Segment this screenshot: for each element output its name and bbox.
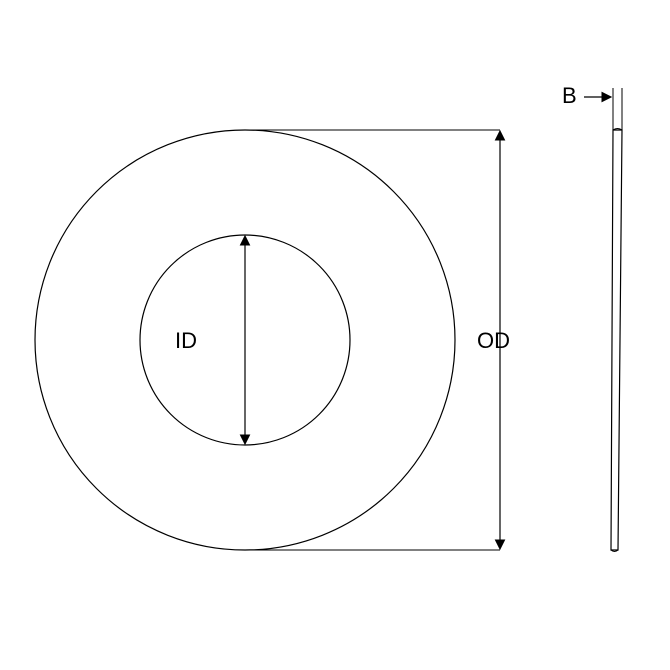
od-label: OD — [477, 328, 510, 353]
washer-diagram: ID OD B — [0, 0, 670, 670]
b-label: B — [562, 83, 577, 108]
id-label: ID — [175, 328, 197, 353]
washer-side-view — [611, 130, 622, 550]
